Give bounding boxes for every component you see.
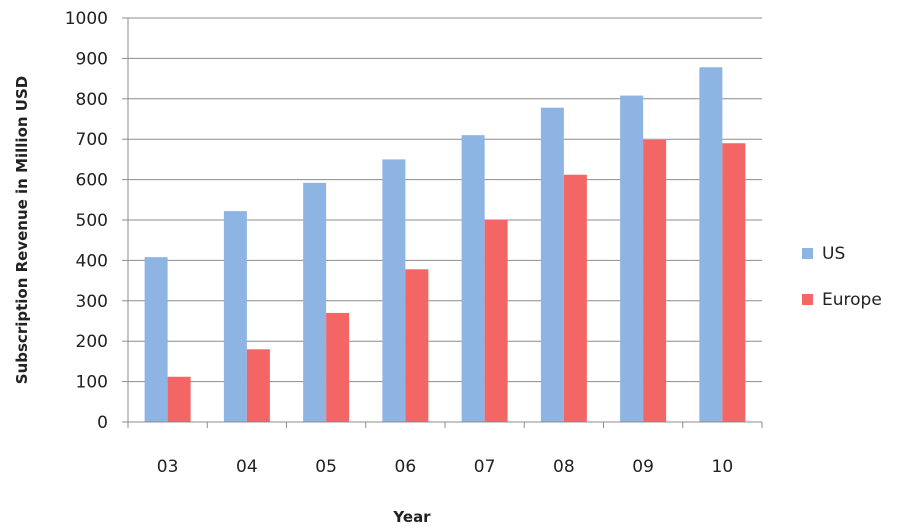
bar-europe-04	[246, 349, 270, 422]
y-tick-label: 500	[76, 211, 108, 231]
legend-swatch-us	[802, 248, 813, 259]
axes	[122, 17, 763, 428]
bar-europe-09	[643, 140, 667, 422]
x-tick-label: 08	[553, 457, 575, 477]
legend-swatch-europe	[802, 294, 813, 305]
y-tick-label: 700	[76, 130, 108, 150]
y-tick-label: 1000	[65, 9, 108, 29]
x-axis-title: Year	[392, 508, 431, 526]
x-tick-label: 09	[632, 457, 654, 477]
x-tick-label: 04	[236, 457, 258, 477]
y-tick-label: 600	[76, 171, 108, 191]
y-tick-label: 100	[76, 373, 108, 393]
x-tick-label: 05	[315, 457, 337, 477]
y-tick-label: 400	[76, 251, 108, 271]
bar-us-07	[461, 135, 485, 422]
bar-europe-06	[405, 269, 429, 422]
y-tick-label: 900	[76, 49, 108, 69]
bar-europe-07	[484, 220, 508, 422]
y-tick-labels: 0 100 200 300 400 500 600 700 800 900 1000	[65, 9, 108, 433]
y-tick-label: 800	[76, 90, 108, 110]
y-axis-title: Subscription Revenue in Million USD	[13, 76, 31, 384]
bar-us-08	[540, 107, 564, 423]
bar-europe-08	[563, 174, 587, 422]
x-tick-label: 06	[395, 457, 417, 477]
x-tick-label: 07	[474, 457, 496, 477]
bars	[144, 67, 746, 423]
x-tick-label: 10	[712, 457, 734, 477]
bar-europe-05	[326, 312, 350, 422]
bar-us-09	[620, 95, 644, 423]
y-tick-label: 300	[76, 292, 108, 312]
bar-us-06	[382, 159, 406, 422]
x-tick-labels: 03 04 05 06 07 08 09 10	[157, 457, 733, 477]
legend-label-europe: Europe	[822, 290, 882, 310]
gridlines	[128, 17, 762, 383]
bar-us-04	[223, 211, 247, 422]
x-tick-label: 03	[157, 457, 179, 477]
bar-europe-03	[167, 376, 191, 422]
bar-us-10	[699, 67, 723, 423]
bar-us-05	[303, 182, 327, 422]
bar-europe-10	[722, 143, 746, 423]
y-tick-label: 200	[76, 332, 108, 352]
y-tick-label: 0	[97, 413, 108, 433]
bar-us-03	[144, 257, 168, 422]
legend-label-us: US	[822, 244, 845, 264]
legend: US Europe	[802, 244, 882, 310]
